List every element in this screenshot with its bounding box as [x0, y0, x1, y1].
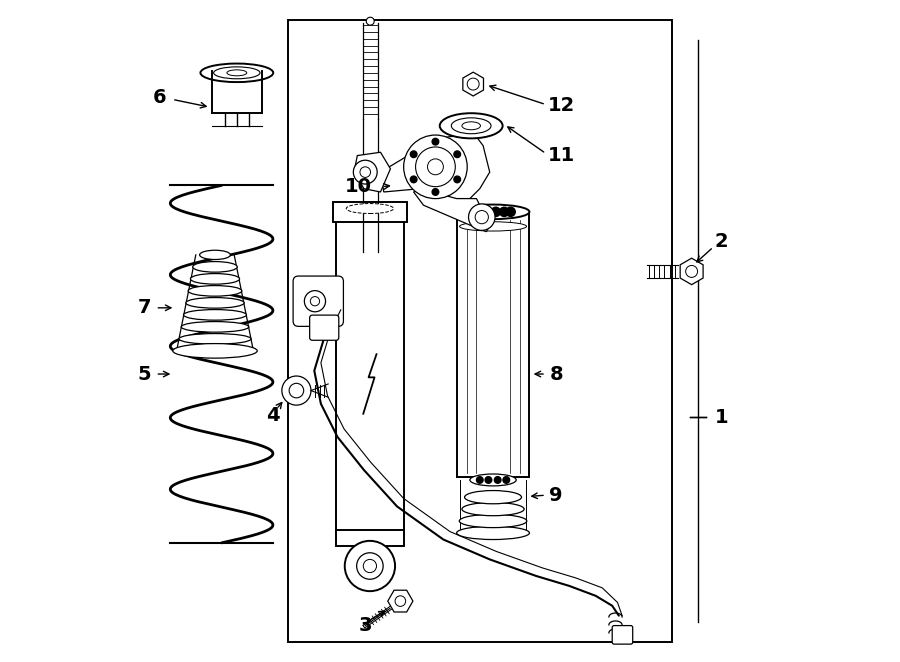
Text: 4: 4	[266, 406, 279, 425]
Ellipse shape	[200, 250, 230, 260]
Ellipse shape	[191, 273, 239, 284]
Circle shape	[404, 135, 467, 199]
Circle shape	[364, 559, 376, 573]
Text: 1: 1	[715, 408, 728, 426]
Text: 9: 9	[549, 486, 562, 504]
Circle shape	[432, 189, 438, 195]
FancyBboxPatch shape	[336, 530, 404, 546]
Ellipse shape	[184, 310, 247, 320]
FancyBboxPatch shape	[333, 202, 407, 222]
Ellipse shape	[176, 346, 254, 356]
Text: 12: 12	[548, 97, 575, 115]
Ellipse shape	[179, 334, 251, 344]
Polygon shape	[388, 591, 413, 612]
Circle shape	[310, 297, 320, 306]
Ellipse shape	[460, 222, 526, 231]
Ellipse shape	[213, 67, 260, 79]
Circle shape	[467, 78, 479, 90]
Circle shape	[345, 541, 395, 591]
FancyBboxPatch shape	[310, 319, 320, 338]
Circle shape	[366, 17, 374, 25]
Circle shape	[410, 151, 417, 158]
Polygon shape	[354, 152, 391, 192]
Text: 11: 11	[548, 146, 575, 165]
Circle shape	[503, 477, 509, 483]
Ellipse shape	[451, 118, 491, 134]
Ellipse shape	[193, 261, 238, 272]
Circle shape	[356, 553, 383, 579]
Circle shape	[354, 160, 377, 184]
Ellipse shape	[440, 113, 502, 138]
Circle shape	[282, 376, 311, 405]
Ellipse shape	[188, 285, 242, 296]
Circle shape	[432, 138, 438, 145]
Ellipse shape	[456, 526, 529, 540]
Circle shape	[494, 477, 501, 483]
Text: 10: 10	[345, 177, 372, 196]
Circle shape	[410, 176, 417, 183]
FancyBboxPatch shape	[363, 23, 378, 119]
Text: 5: 5	[138, 365, 151, 383]
FancyBboxPatch shape	[310, 315, 338, 340]
Polygon shape	[414, 189, 490, 232]
Polygon shape	[463, 72, 483, 96]
Ellipse shape	[181, 322, 248, 332]
Circle shape	[491, 207, 500, 216]
Ellipse shape	[227, 70, 247, 76]
Ellipse shape	[462, 122, 481, 130]
Circle shape	[485, 477, 491, 483]
Text: 8: 8	[549, 365, 562, 383]
Ellipse shape	[464, 491, 521, 504]
Circle shape	[360, 167, 371, 177]
Circle shape	[469, 204, 495, 230]
Circle shape	[454, 176, 461, 183]
Circle shape	[428, 159, 444, 175]
Circle shape	[686, 265, 698, 277]
Ellipse shape	[456, 205, 529, 219]
Ellipse shape	[459, 514, 526, 528]
Circle shape	[476, 477, 483, 483]
Circle shape	[454, 151, 461, 158]
Circle shape	[416, 147, 455, 187]
Circle shape	[289, 383, 303, 398]
Circle shape	[395, 596, 406, 606]
Ellipse shape	[201, 64, 274, 82]
FancyBboxPatch shape	[288, 20, 671, 642]
Text: 3: 3	[358, 616, 372, 635]
Circle shape	[482, 207, 492, 216]
Polygon shape	[680, 258, 703, 285]
FancyBboxPatch shape	[293, 276, 344, 326]
Text: 2: 2	[715, 232, 728, 251]
FancyBboxPatch shape	[612, 626, 633, 644]
Circle shape	[500, 207, 508, 216]
Circle shape	[474, 207, 484, 216]
Ellipse shape	[185, 298, 244, 308]
Text: 7: 7	[138, 299, 151, 317]
Ellipse shape	[462, 502, 524, 516]
Circle shape	[304, 291, 326, 312]
Ellipse shape	[346, 204, 393, 213]
Text: 6: 6	[153, 89, 166, 107]
Polygon shape	[381, 132, 490, 199]
Circle shape	[475, 211, 489, 224]
Ellipse shape	[173, 344, 257, 358]
Ellipse shape	[470, 474, 517, 486]
Circle shape	[506, 207, 516, 216]
